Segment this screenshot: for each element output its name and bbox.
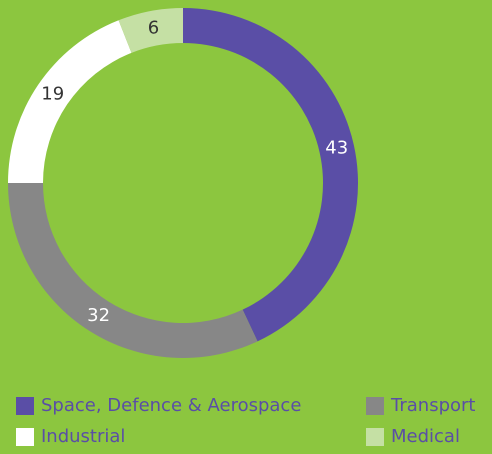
legend-swatch [16, 428, 34, 446]
legend-swatch [366, 397, 384, 415]
data-label: 19 [41, 83, 64, 104]
legend-label: Medical [391, 426, 460, 447]
legend-swatch [366, 428, 384, 446]
legend-swatch [16, 397, 34, 415]
slice [8, 20, 132, 183]
slice [118, 8, 183, 53]
legend-label: Industrial [41, 426, 125, 447]
slice [183, 8, 358, 342]
data-label: 43 [325, 138, 348, 159]
legend-label: Transport [390, 395, 475, 416]
data-label: 32 [87, 305, 110, 326]
legend-label: Space, Defence & Aerospace [41, 395, 301, 416]
slice [8, 183, 258, 358]
data-label: 6 [148, 17, 159, 38]
